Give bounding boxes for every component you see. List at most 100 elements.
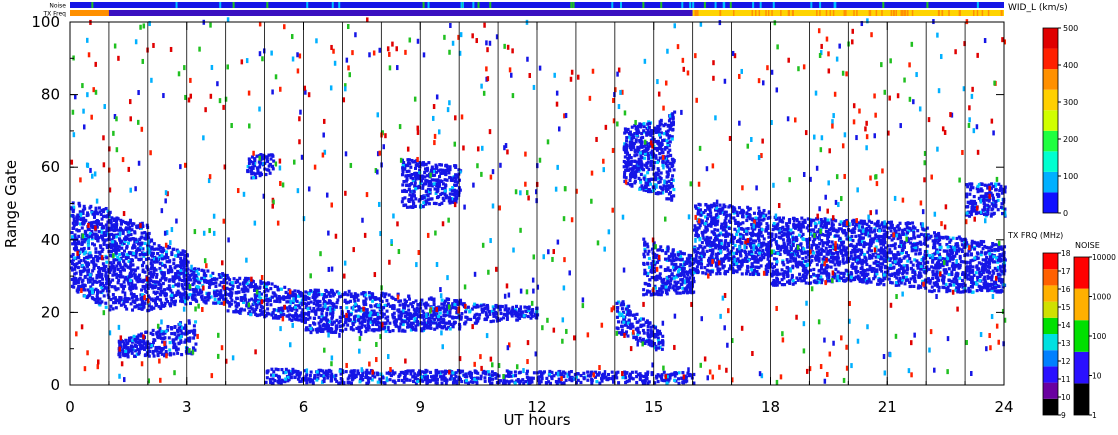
data-cell [824,246,828,250]
data-cell [100,230,104,234]
data-cell [670,252,674,257]
data-cell [81,219,85,223]
data-cell [300,314,304,319]
data-cell [460,312,464,316]
data-cell [303,319,307,324]
data-cell [82,216,86,220]
data-cell [892,255,896,259]
data-cell [748,231,752,236]
data-cell [290,314,294,318]
data-cell [138,237,142,242]
data-cell [874,259,878,263]
data-cell [260,311,264,316]
data-cell [681,290,685,295]
data-cell [719,239,723,243]
data-cell [118,237,122,241]
data-cell [767,259,771,264]
data-cell [459,298,463,302]
data-cell [791,264,795,268]
data-cell [811,240,815,244]
data-cell [154,291,158,296]
data-cell [747,250,751,254]
data-cell [150,245,154,249]
data-cell [655,289,659,294]
data-cell [172,258,176,262]
data-cell [867,247,871,251]
data-cell [70,284,74,288]
data-cell [344,327,348,331]
txfreq-status-tick [767,10,770,16]
data-cell [889,244,893,248]
data-cell [115,223,119,227]
data-cell [696,247,700,251]
data-cell [854,275,858,279]
data-cell [755,269,759,274]
data-cell [811,228,815,232]
data-cell [772,283,776,287]
data-cell [732,255,736,259]
data-cell [168,265,172,269]
data-cell [259,299,263,304]
data-cell [830,255,834,259]
data-cell [101,247,105,251]
data-cell [731,256,735,261]
data-cell [832,252,836,256]
data-cell [659,276,663,280]
data-cell [620,324,624,328]
data-cell [134,238,138,242]
data-cell [70,207,74,211]
data-cell [617,311,621,315]
data-cell [895,270,899,274]
data-cell [701,231,705,235]
data-cell [182,271,186,275]
data-cell [717,233,721,237]
data-cell [384,321,388,325]
data-cell [386,315,390,319]
data-cell [105,215,109,219]
data-cell [123,249,127,253]
data-cell [170,270,174,274]
data-cell [749,237,753,241]
data-cell [124,275,128,280]
data-cell [140,293,144,297]
data-cell [684,270,688,274]
data-cell [660,249,664,253]
data-cell [905,271,909,275]
data-cell [322,316,326,320]
data-cell [108,270,112,274]
data-cell [200,268,204,272]
data-cell [351,294,355,299]
data-cell [370,309,374,313]
data-cell [748,272,752,276]
data-cell [763,253,767,257]
data-cell [859,219,863,223]
data-cell [771,269,775,274]
data-cell [112,296,116,300]
data-cell [122,287,126,291]
data-cell [446,301,450,306]
data-cell [809,281,813,285]
data-cell [193,293,197,297]
data-cell [87,246,91,250]
data-cell [335,318,339,323]
data-cell [397,308,401,312]
data-cell [492,309,496,313]
data-cell [167,260,171,264]
data-cell [369,319,373,323]
data-cell [281,314,285,318]
data-cell [740,208,744,212]
data-cell [197,285,201,289]
data-cell [447,321,451,325]
data-cell [70,261,74,266]
data-cell [709,222,713,226]
data-cell [756,260,760,264]
data-cell [172,247,176,251]
data-cell [869,280,873,284]
data-cell [438,311,442,315]
data-cell [92,220,96,224]
data-cell [137,273,141,277]
data-cell [627,309,631,313]
data-cell [371,313,375,317]
data-cell [765,226,769,230]
data-cell [667,285,671,290]
